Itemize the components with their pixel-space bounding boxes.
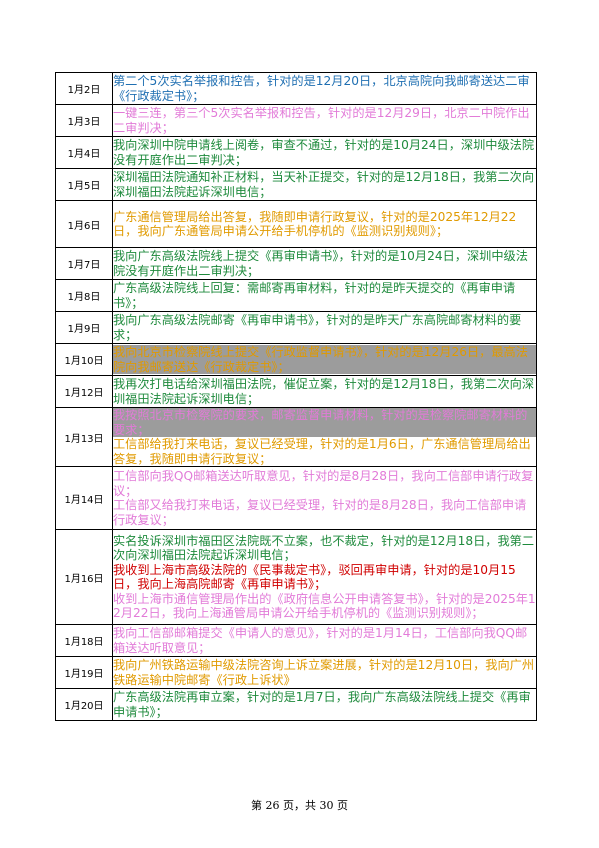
entry-text: 收到上海市通信管理局作出的《政府信息公开申请答复书》，针对的是2025年12月2… [113, 591, 536, 621]
entry-text: 我向广东高级法院线上提交《再审申请书》，针对的是10月24日，深圳中级法院没有开… [113, 249, 528, 278]
table-row: 1月20日 广东高级法院再审立案，针对的是1月7日，我向广东高级法院线上提交《再审… [55, 688, 537, 721]
table-row: 1月3日 一键三连，第三个5次实名举报和控告，针对的是12月29日，北京二中院作出… [55, 104, 537, 137]
row-date: 1月6日 [55, 200, 113, 248]
row-date: 1月8日 [55, 279, 113, 312]
entry-text: 深圳福田法院通知补正材料，当天补正提交，针对的是12月18日，我第二次向深圳福田… [113, 170, 535, 199]
entry-text: 第二个5次实名举报和控告，针对的是12月20日，北京高院向我邮寄送达二审《行政裁… [113, 74, 530, 103]
event-log-table: 1月2日 第二个5次实名举报和控告，针对的是12月20日，北京高院向我邮寄送达二审… [55, 72, 537, 721]
row-date: 1月20日 [55, 688, 113, 721]
entry-text: 我向广东高级法院邮寄《再审申请书》，针对的是昨天广东高院邮寄材料的要求； [113, 313, 522, 342]
row-date: 1月10日 [55, 343, 113, 376]
row-content: 一键三连，第三个5次实名举报和控告，针对的是12月29日，北京二中院作出二审判决… [112, 104, 537, 137]
row-date: 1月2日 [55, 72, 113, 105]
table-row: 1月14日 工信部向我QQ邮箱送达听取意见，针对的是8月28日，我向工信部申请行政… [55, 466, 537, 530]
table-row: 1月6日 广东通信管理局给出答复，我随即申请行政复议，针对的是2025年12月22… [55, 200, 537, 248]
page-footer: 第 26 页，共 30 页 [251, 799, 348, 812]
row-date: 1月9日 [55, 311, 113, 344]
table-row: 1月4日 我向深圳中院申请线上阅卷，审查不通过，针对的是10月24日，深圳中级法院… [55, 136, 537, 169]
row-date: 1月3日 [55, 104, 113, 137]
entry-text: 我按照北京市检察院的要求，邮寄监督申请材料，针对的是检察院邮寄材料的要求； [113, 408, 536, 437]
row-date: 1月19日 [55, 656, 113, 689]
table-row: 1月10日 我向北京市检察院线上提交《行政监督申请书》，针对的是12月26日，最高… [55, 343, 537, 376]
row-date: 1月7日 [55, 247, 113, 280]
table-row: 1月5日 深圳福田法院通知补正材料，当天补正提交，针对的是12月18日，我第二次向… [55, 168, 537, 201]
row-content: 深圳福田法院通知补正材料，当天补正提交，针对的是12月18日，我第二次向深圳福田… [112, 168, 537, 201]
entry-text: 实名投诉深圳市福田区法院既不立案，也不裁定，针对的是12月18日，我第二次向深圳… [113, 533, 535, 563]
row-content: 实名投诉深圳市福田区法院既不立案，也不裁定，针对的是12月18日，我第二次向深圳… [112, 529, 537, 625]
row-date: 1月5日 [55, 168, 113, 201]
entry-text: 广东高级法院再审立案，针对的是1月7日，我向广东高级法院线上提交《再审申请书》； [113, 690, 531, 719]
entry-text: 工信部给我打来电话，复议已经受理，针对的是1月6日，广东通信管理局给出答复，我随… [113, 437, 531, 466]
entry-text: 一键三连，第三个5次实名举报和控告，针对的是12月29日，北京二中院作出二审判决… [113, 106, 530, 135]
table-row: 1月9日 我向广东高级法院邮寄《再审申请书》，针对的是昨天广东高院邮寄材料的要求； [55, 311, 537, 344]
table-row: 1月16日 实名投诉深圳市福田区法院既不立案，也不裁定，针对的是12月18日，我第… [55, 529, 537, 625]
entry-text: 我向北京市检察院线上提交《行政监督申请书》，针对的是12月26日，最高法院向我邮… [113, 345, 536, 374]
row-date: 1月13日 [55, 407, 113, 467]
row-content: 我向广州铁路运输中级法院咨询上诉立案进展，针对的是12月10日，我向广州铁路运输… [112, 656, 537, 689]
entry-text: 广东通信管理局给出答复，我随即申请行政复议，针对的是2025年12月22日，我向… [113, 209, 517, 239]
row-content: 我向深圳中院申请线上阅卷，审查不通过，针对的是10月24日，深圳中级法院没有开庭… [112, 136, 537, 169]
entry-text: 工信部向我QQ邮箱送达听取意见，针对的是8月28日，我向工信部申请行政复议； [113, 469, 534, 498]
row-date: 1月18日 [55, 624, 113, 657]
row-content: 工信部向我QQ邮箱送达听取意见，针对的是8月28日，我向工信部申请行政复议； 工信… [112, 466, 537, 530]
table-row: 1月8日 广东高级法院线上回复：需邮寄再审材料，针对的是昨天提交的《再审申请书》； [55, 279, 537, 312]
table-row: 1月12日 我再次打电话给深圳福田法院，催促立案，针对的是12月18日，我第二次向… [55, 375, 537, 408]
row-content: 我向北京市检察院线上提交《行政监督申请书》，针对的是12月26日，最高法院向我邮… [112, 343, 537, 376]
row-date: 1月12日 [55, 375, 113, 408]
table-row: 1月18日 我向工信部邮箱提交《申请人的意见》，针对的是1月14日，工信部向我QQ… [55, 624, 537, 657]
row-content: 我向广东高级法院邮寄《再审申请书》，针对的是昨天广东高院邮寄材料的要求； [112, 311, 537, 344]
table-row: 1月2日 第二个5次实名举报和控告，针对的是12月20日，北京高院向我邮寄送达二审… [55, 72, 537, 105]
row-content: 我向广东高级法院线上提交《再审申请书》，针对的是10月24日，深圳中级法院没有开… [112, 247, 537, 280]
row-content: 广东高级法院线上回复：需邮寄再审材料，针对的是昨天提交的《再审申请书》； [112, 279, 537, 312]
entry-text: 我向深圳中院申请线上阅卷，审查不通过，针对的是10月24日，深圳中级法院没有开庭… [113, 138, 535, 167]
entry-text: 工信部又给我打来电话，复议已经受理，针对的是8月28日，我向工信部申请行政复议； [113, 498, 527, 527]
table-row: 1月19日 我向广州铁路运输中级法院咨询上诉立案进展，针对的是12月10日，我向广… [55, 656, 537, 689]
table-row: 1月13日 我按照北京市检察院的要求，邮寄监督申请材料，针对的是检察院邮寄材料的要… [55, 407, 537, 467]
row-date: 1月14日 [55, 466, 113, 530]
row-date: 1月16日 [55, 529, 113, 625]
row-date: 1月4日 [55, 136, 113, 169]
entry-text: 我向广州铁路运输中级法院咨询上诉立案进展，针对的是12月10日，我向广州铁路运输… [113, 658, 535, 687]
row-content: 广东高级法院再审立案，针对的是1月7日，我向广东高级法院线上提交《再审申请书》； [112, 688, 537, 721]
entry-text: 我收到上海市高级法院的《民事裁定书》，驳回再审申请，针对的是10月15日，我向上… [113, 562, 516, 592]
row-content: 广东通信管理局给出答复，我随即申请行政复议，针对的是2025年12月22日，我向… [112, 200, 537, 248]
row-content: 我再次打电话给深圳福田法院，催促立案，针对的是12月18日，我第二次向深圳福田法… [112, 375, 537, 408]
entry-text: 我向工信部邮箱提交《申请人的意见》，针对的是1月14日，工信部向我QQ邮箱送达听… [113, 626, 528, 655]
row-content: 我向工信部邮箱提交《申请人的意见》，针对的是1月14日，工信部向我QQ邮箱送达听… [112, 624, 537, 657]
row-content: 我按照北京市检察院的要求，邮寄监督申请材料，针对的是检察院邮寄材料的要求； 工信部… [112, 407, 537, 467]
row-content: 第二个5次实名举报和控告，针对的是12月20日，北京高院向我邮寄送达二审《行政裁… [112, 72, 537, 105]
table-row: 1月7日 我向广东高级法院线上提交《再审申请书》，针对的是10月24日，深圳中级法… [55, 247, 537, 280]
entry-text: 我再次打电话给深圳福田法院，催促立案，针对的是12月18日，我第二次向深圳福田法… [113, 377, 535, 406]
entry-text: 广东高级法院线上回复：需邮寄再审材料，针对的是昨天提交的《再审申请书》； [113, 281, 516, 310]
